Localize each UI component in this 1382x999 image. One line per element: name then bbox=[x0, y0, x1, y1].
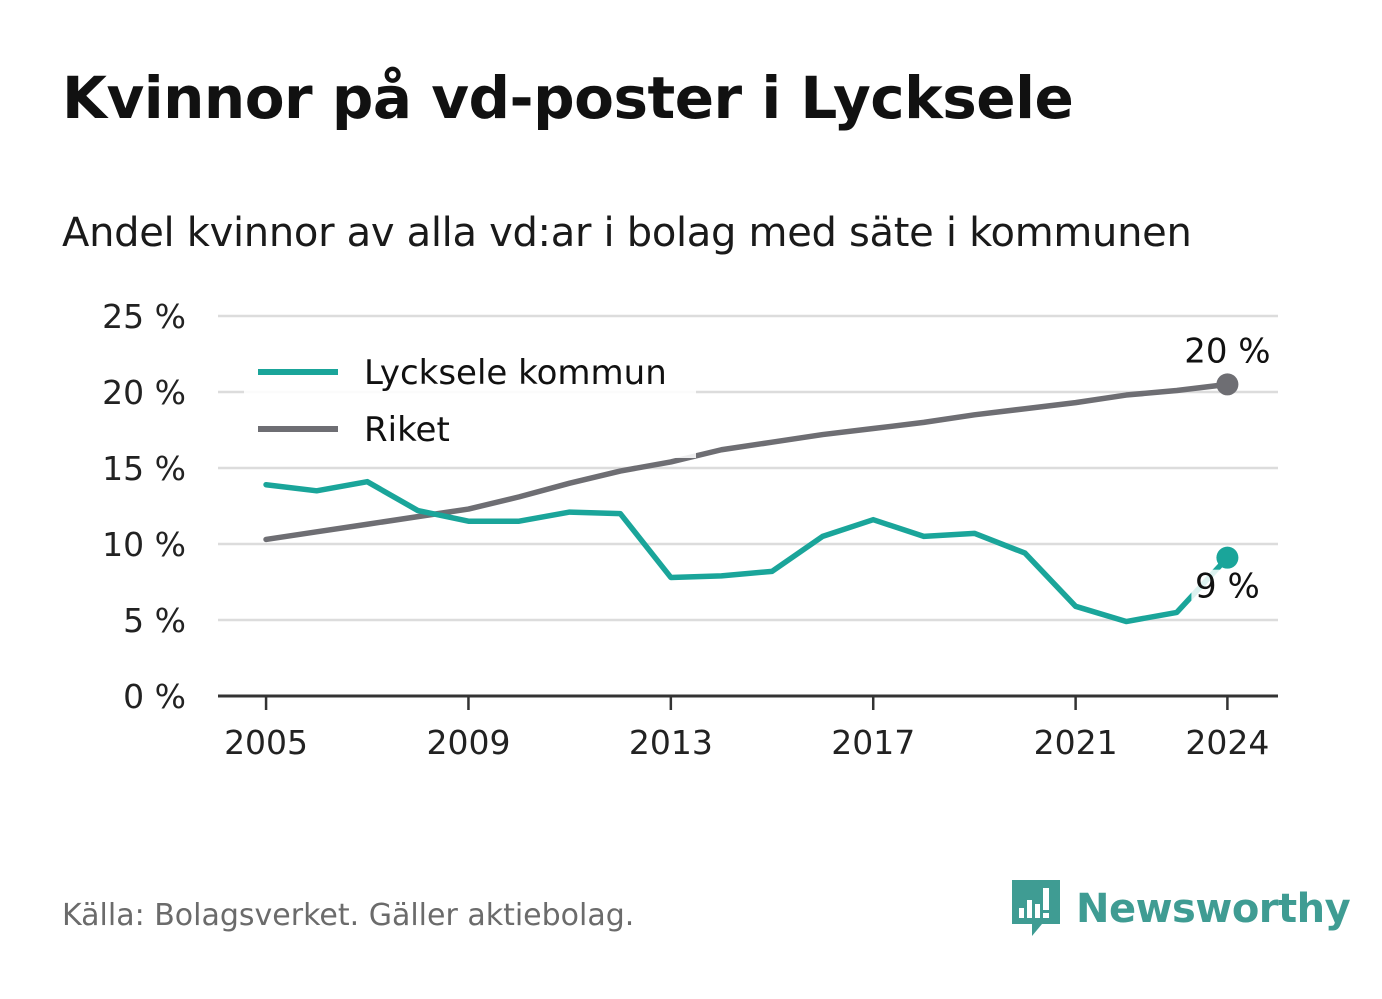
y-axis-ticks: 0 % 5 % 10 % 15 % 20 % 25 % bbox=[102, 297, 186, 716]
x-tick-label: 2005 bbox=[224, 723, 308, 762]
x-tick-label: 2013 bbox=[629, 723, 713, 762]
legend-label: Riket bbox=[364, 410, 450, 450]
source-note: Källa: Bolagsverket. Gäller aktiebolag. bbox=[62, 898, 635, 933]
series-end-marker bbox=[1216, 546, 1239, 569]
end-label: 20 % bbox=[1184, 331, 1270, 371]
end-label: 9 % bbox=[1195, 567, 1260, 607]
brand-name: Newsworthy bbox=[1076, 886, 1351, 932]
legend: Lycksele kommun Riket bbox=[244, 346, 696, 458]
chart-title: Kvinnor på vd-poster i Lycksele bbox=[62, 64, 1074, 132]
series-line bbox=[263, 478, 1231, 625]
legend-label: Lycksele kommun bbox=[364, 353, 667, 393]
x-tick-label: 2009 bbox=[426, 723, 510, 762]
brand-logo: Newsworthy bbox=[1010, 878, 1351, 940]
line-chart: 0 %5 %10 %15 %20 %25 % 2005 2009 2013 2017 2… bbox=[102, 297, 1278, 762]
end-label-background bbox=[1191, 569, 1262, 606]
newsworthy-logo-icon bbox=[1012, 880, 1060, 936]
y-tick-label: 25 % bbox=[102, 297, 186, 336]
series-line bbox=[263, 381, 1231, 543]
series-lines bbox=[263, 373, 1239, 625]
x-tick-label: 2021 bbox=[1034, 723, 1118, 762]
y-tick-label: 0 % bbox=[123, 677, 186, 716]
chart-subtitle: Andel kvinnor av alla vd:ar i bolag med … bbox=[62, 210, 1192, 256]
x-tick-label: 2017 bbox=[831, 723, 915, 762]
y-tick-label: 15 % bbox=[102, 449, 186, 488]
y-tick-label: 5 % bbox=[123, 601, 186, 640]
x-axis: 2005 2009 2013 2017 2021 2024 bbox=[218, 694, 1278, 762]
x-tick-label: 2024 bbox=[1185, 723, 1269, 762]
series-end-marker bbox=[1216, 373, 1239, 396]
legend-background bbox=[244, 346, 696, 458]
end-labels: 20 % 9 % bbox=[1184, 331, 1270, 606]
y-tick-label: 10 % bbox=[102, 525, 186, 564]
y-tick-label: 20 % bbox=[102, 373, 186, 412]
